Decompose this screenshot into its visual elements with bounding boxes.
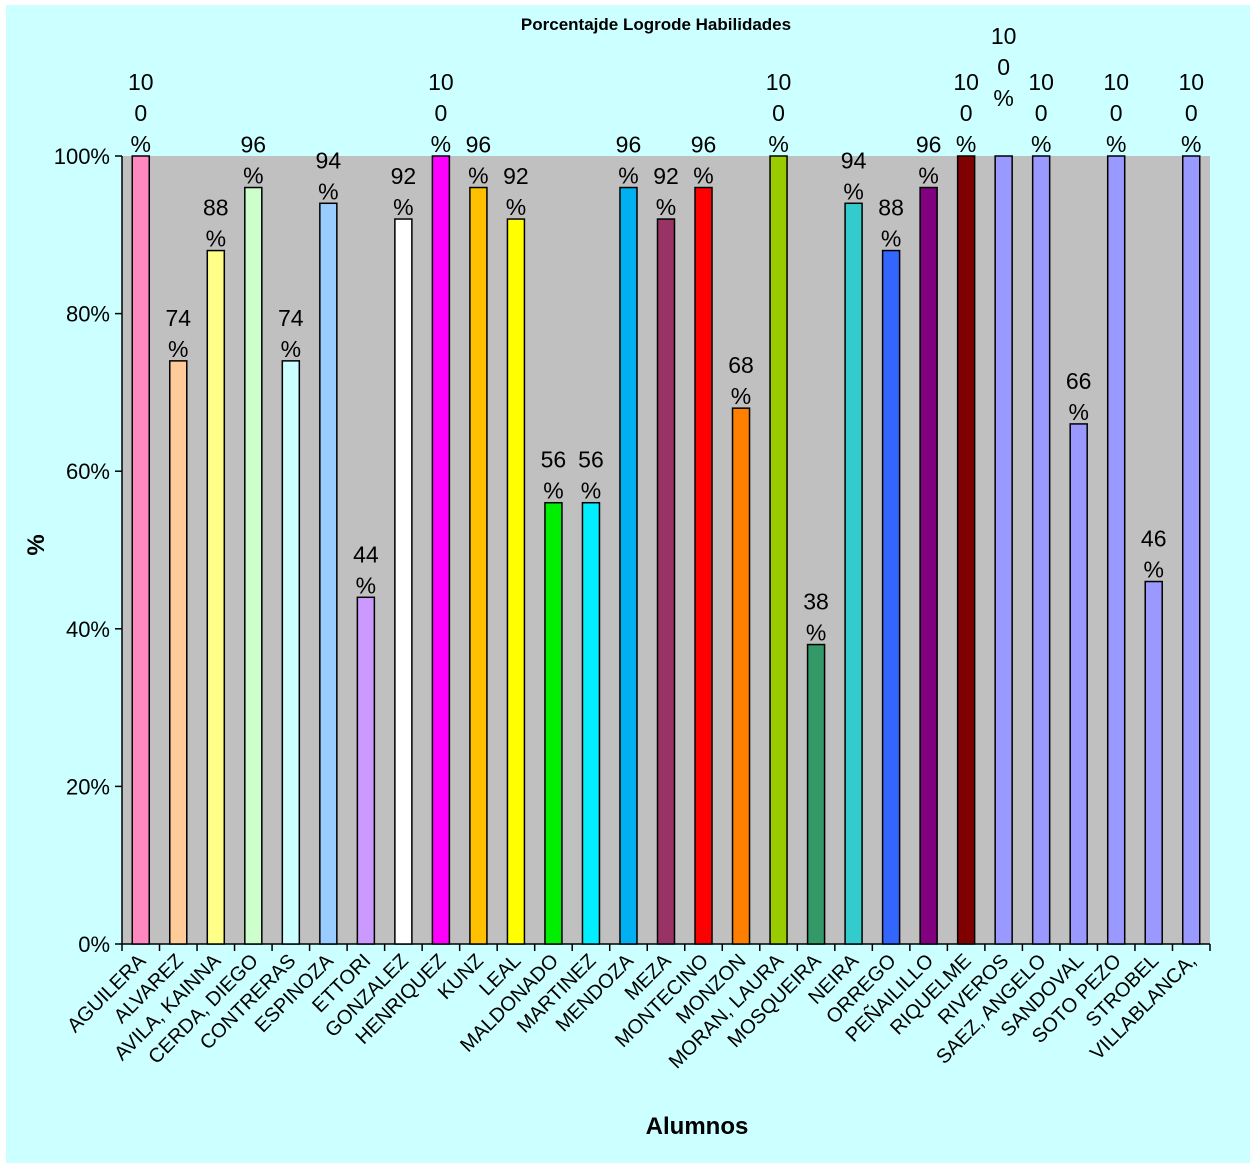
- bar: [469, 186, 488, 945]
- data-label: 96%: [916, 132, 942, 189]
- data-labels: 10 0 % 74 % 88 % 96 % 74 % 94 % 44 % 92 % 10 0% 96% 92 % 56 % 56…: [128, 23, 1204, 646]
- bar: [431, 155, 451, 945]
- bar: [281, 360, 301, 945]
- y-axis-label: %: [23, 534, 50, 555]
- data-label: 44%: [353, 541, 379, 598]
- data-label: 74%: [165, 305, 191, 362]
- data-label: 68%: [728, 352, 754, 409]
- data-label: 10 0%: [428, 69, 454, 157]
- bar: [131, 155, 151, 945]
- data-label: 74%: [278, 305, 304, 362]
- data-label: 92%: [653, 163, 679, 220]
- data-label: 66%: [1066, 368, 1092, 425]
- bar: [806, 643, 826, 945]
- data-label: 92%: [503, 163, 529, 220]
- data-label: 10 0%: [953, 69, 979, 157]
- bar: [581, 501, 601, 945]
- bar: [919, 186, 938, 945]
- bar: [1144, 580, 1163, 945]
- bar: [731, 407, 751, 945]
- data-label: 94%: [316, 147, 342, 204]
- x-axis: [121, 943, 1211, 951]
- bar: [1069, 423, 1088, 945]
- bar: [881, 249, 901, 945]
- bar: [506, 218, 526, 945]
- bar: [169, 360, 188, 945]
- data-label: 56%: [578, 447, 604, 504]
- bar: [319, 202, 338, 945]
- y-axis: 0% 20% 40% 60% 80% 100%: [54, 144, 123, 957]
- bar: [994, 155, 1013, 945]
- data-label: 96%: [691, 132, 717, 189]
- data-label: 56%: [541, 447, 567, 504]
- y-tick-label: 80%: [66, 302, 110, 327]
- bar: [656, 218, 676, 945]
- y-tick-label: 40%: [66, 617, 110, 642]
- y-tick-label: 60%: [66, 459, 110, 484]
- bar: [544, 501, 563, 945]
- bar: [356, 596, 376, 945]
- bar: [1181, 155, 1201, 945]
- bar: [1106, 155, 1126, 945]
- bar: [619, 186, 638, 945]
- data-label: 92%: [391, 163, 417, 220]
- bar: [769, 155, 788, 945]
- data-label: 96%: [466, 132, 492, 189]
- data-label: 10 0%: [766, 69, 792, 157]
- bar: [956, 155, 976, 945]
- data-label: 88%: [203, 195, 229, 252]
- bar: [844, 202, 863, 945]
- bar: [244, 186, 263, 945]
- y-tick-label: 0%: [78, 932, 110, 957]
- bar: [1031, 155, 1051, 945]
- bar: [694, 186, 713, 945]
- y-tick-label: 100%: [54, 144, 110, 169]
- data-label: 10 0%: [1103, 69, 1129, 157]
- data-label: 88%: [878, 195, 904, 252]
- data-label: 38%: [803, 589, 829, 646]
- data-label: 10 0%: [128, 69, 154, 157]
- data-label: 10 0%: [1028, 69, 1054, 157]
- data-label: 94%: [841, 147, 867, 204]
- bar: [206, 249, 226, 945]
- y-tick-label: 20%: [66, 774, 110, 799]
- data-label: 10 0%: [1178, 69, 1204, 157]
- data-label: 96%: [616, 132, 642, 189]
- x-axis-label: Alumnos: [646, 1113, 749, 1140]
- chart-title: Porcentajde Logrode Habilidades: [521, 15, 791, 34]
- bar: [394, 218, 413, 945]
- data-label: 46%: [1141, 526, 1167, 583]
- data-label: 96%: [241, 132, 267, 189]
- data-label: 10 0%: [991, 23, 1017, 111]
- bars: [131, 155, 1201, 945]
